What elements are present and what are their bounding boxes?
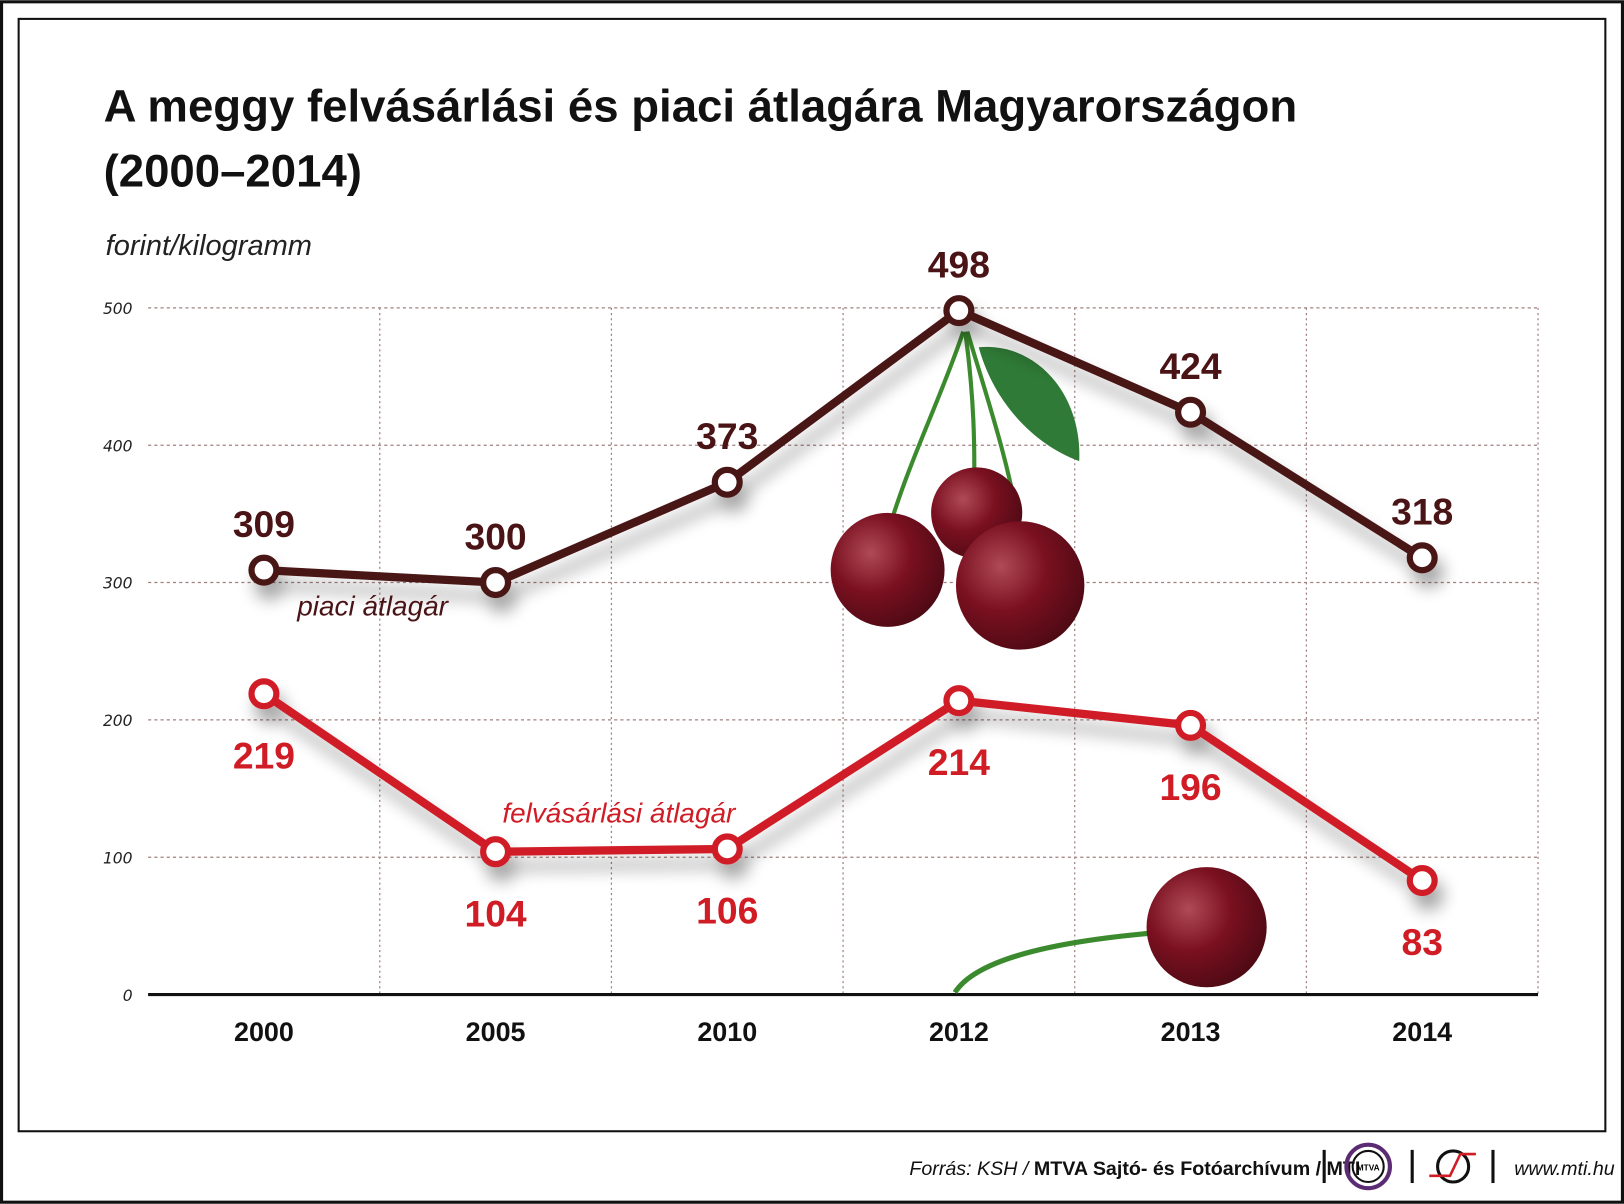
data-label: 309 [233, 503, 295, 545]
series-0 [248, 295, 1438, 599]
chart-title-line2: (2000–2014) [104, 146, 362, 197]
data-point [1406, 865, 1438, 897]
x-ticks: 2000 2005 2010 2012 2013 2014 [234, 1017, 1452, 1047]
data-point [711, 466, 743, 498]
mti-logo [1429, 1149, 1476, 1184]
data-point [480, 566, 512, 599]
data-label: 373 [696, 415, 758, 457]
data-point [480, 836, 512, 868]
data-point [1406, 542, 1438, 574]
data-label: 214 [928, 741, 990, 783]
y-axis-unit: forint/kilogramm [106, 230, 312, 262]
data-label: 300 [464, 515, 526, 557]
y-tick-label: 100 [103, 849, 133, 867]
data-point [248, 554, 280, 586]
footer-source-bold: MTVA Sajtó- és Fotóarchívum / MTI [1034, 1158, 1361, 1180]
svg-text:MTVA: MTVA [1357, 1164, 1380, 1173]
x-tick-label: 2000 [234, 1017, 294, 1047]
series-line [263, 306, 1425, 587]
data-point [248, 678, 280, 710]
y-tick-label: 200 [103, 712, 133, 730]
data-point [943, 685, 975, 717]
x-tick-label: 2013 [1161, 1017, 1221, 1047]
data-label: 104 [464, 892, 526, 934]
footer-url: www.mti.hu [1514, 1158, 1615, 1180]
data-label: 498 [928, 243, 990, 285]
series-label-felvasarlasi: felvásárlási átlagár [502, 798, 737, 829]
x-tick-label: 2012 [929, 1017, 989, 1047]
y-ticks: 0 100 200 300 400 500 [103, 300, 133, 1005]
series-layer: 309 300 373 498 424 318 219 104 106 214 196 83 [233, 243, 1453, 963]
data-point [1175, 396, 1207, 428]
chart-title-line1: A meggy felvásárlási és piaci átlagára M… [104, 80, 1298, 131]
mtva-logo: MTVA [1344, 1142, 1393, 1191]
footer: Forrás: KSH / MTVA Sajtó- és Fotóarchívu… [909, 1142, 1615, 1191]
series-1 [248, 678, 1438, 897]
inner-frame [17, 17, 1607, 1133]
x-tick-label: 2010 [697, 1017, 757, 1047]
data-point [711, 833, 743, 865]
data-label: 318 [1391, 491, 1453, 533]
data-label: 196 [1159, 766, 1221, 808]
x-tick-label: 2014 [1392, 1017, 1452, 1047]
svg-text:Forrás: KSH / MTVA Sajtó- és F: Forrás: KSH / MTVA Sajtó- és Fotóarchívu… [909, 1158, 1360, 1180]
series-label-piaci: piaci átlagár [296, 590, 449, 621]
y-tick-label: 0 [123, 987, 133, 1005]
single-cherry-illustration [952, 867, 1267, 994]
data-label: 83 [1401, 921, 1442, 963]
y-tick-label: 300 [103, 575, 133, 593]
footer-source: Forrás: KSH / [909, 1158, 1034, 1180]
data-point [1175, 709, 1207, 741]
data-point [943, 295, 975, 327]
y-tick-label: 500 [103, 300, 133, 318]
data-label: 106 [696, 890, 758, 932]
grid [148, 307, 1539, 997]
data-label: 219 [233, 734, 295, 776]
cherry-cluster-illustration [830, 331, 1085, 650]
x-tick-label: 2005 [466, 1017, 526, 1047]
data-label: 424 [1159, 345, 1221, 387]
y-tick-label: 400 [103, 437, 133, 455]
series-line [261, 690, 1425, 884]
